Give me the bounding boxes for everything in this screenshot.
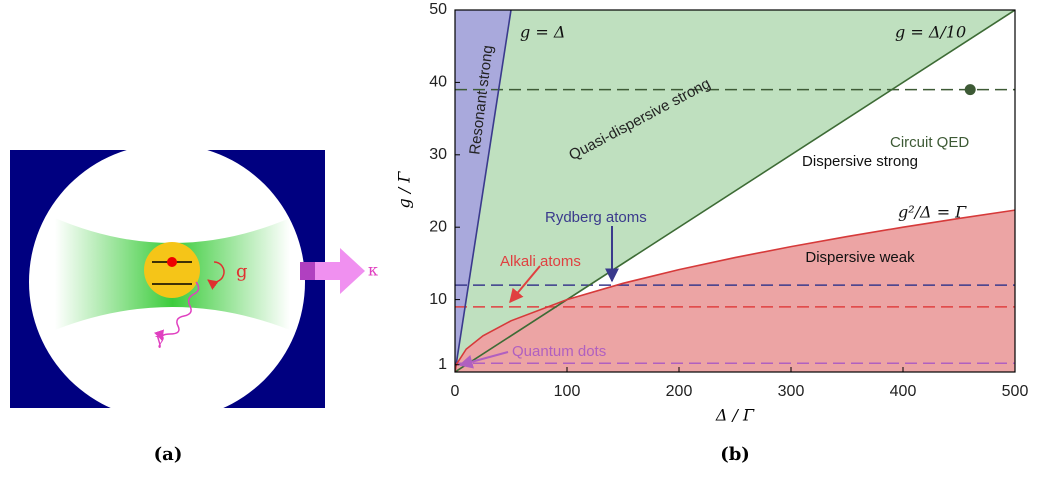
- panel-label: (a): [154, 444, 183, 465]
- emission-label: γ: [155, 330, 165, 349]
- level-label: Circuit QED: [890, 134, 969, 151]
- region: [455, 210, 1015, 372]
- x-axis-label: Δ / Γ: [715, 406, 755, 425]
- pointer: [509, 265, 541, 304]
- plot-frame: [454, 9, 1016, 373]
- atom: [144, 242, 200, 298]
- marker: [964, 84, 976, 96]
- x-tick-label: 400: [890, 383, 917, 400]
- level-label: Alkali atoms: [500, 253, 581, 270]
- boundary: [455, 209, 1015, 372]
- boundary: [455, 10, 1015, 372]
- region-label: Dispersive strong: [802, 153, 918, 170]
- pointer: [458, 351, 509, 369]
- y-tick-label: 10: [429, 291, 447, 308]
- panel-label: (b): [720, 444, 750, 465]
- x-tick-label: 100: [554, 383, 581, 400]
- y-tick-label: 30: [429, 146, 447, 163]
- curve-label: g = Δ/10: [895, 23, 966, 42]
- loss-label: κ: [368, 261, 378, 280]
- y-axis-label: g / Γ: [395, 171, 414, 209]
- curve-label: g²/Δ = Γ: [898, 203, 967, 222]
- photon: [154, 281, 200, 341]
- y-tick-label: 50: [429, 1, 447, 18]
- y-tick-label: 20: [429, 218, 447, 235]
- y-tick-label: 1: [438, 356, 447, 373]
- x-tick-label: 300: [778, 383, 805, 400]
- level-label: Quantum dots: [512, 343, 606, 360]
- x-tick-label: 500: [1002, 383, 1029, 400]
- electron: [167, 257, 177, 267]
- x-tick-label: 0: [451, 383, 460, 400]
- curve-label: g = Δ: [520, 23, 565, 42]
- y-tick-label: 40: [429, 74, 447, 91]
- level-label: Rydberg atoms: [545, 209, 647, 226]
- coupling-arrow: [207, 261, 225, 290]
- cavity-diagram: g κ γ: [10, 150, 378, 408]
- coupling-label: g: [236, 261, 248, 282]
- loss-arrow: [300, 248, 365, 294]
- x-tick-label: 200: [666, 383, 693, 400]
- boundary: [455, 10, 512, 372]
- loss-arrow-tail: [300, 262, 315, 280]
- plot-body: [455, 10, 1015, 372]
- region-label: Dispersive weak: [805, 249, 915, 266]
